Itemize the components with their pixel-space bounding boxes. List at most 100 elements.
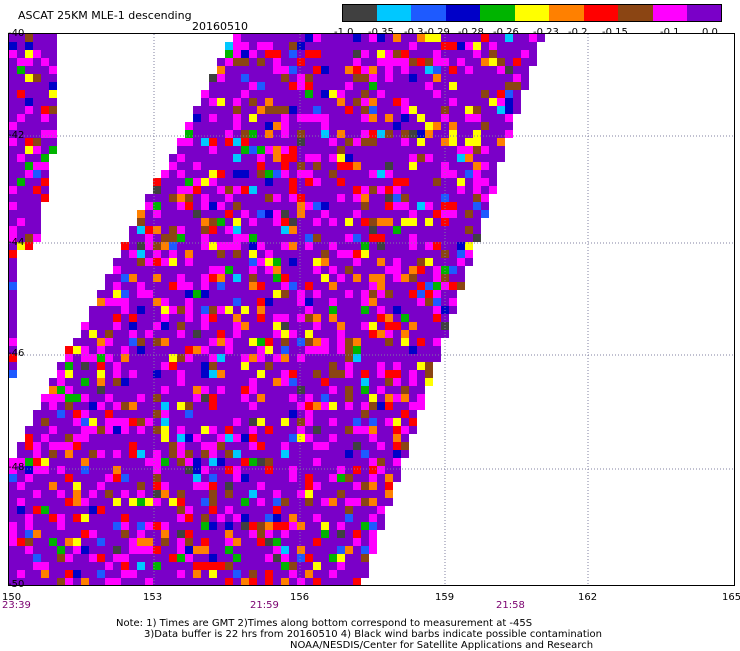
swath-cell	[217, 330, 225, 338]
swath-cell	[65, 434, 73, 442]
swath-cell	[281, 202, 289, 210]
swath-cell	[321, 194, 329, 202]
swath-cell	[201, 266, 209, 274]
swath-cell	[89, 498, 97, 506]
swath-cell	[353, 170, 361, 178]
swath-cell	[153, 178, 161, 186]
swath-cell	[265, 122, 273, 130]
swath-cell	[265, 74, 273, 82]
swath-cell	[17, 162, 25, 170]
swath-cell	[369, 202, 377, 210]
swath-cell	[193, 554, 201, 562]
swath-cell	[345, 338, 353, 346]
swath-cell	[193, 410, 201, 418]
swath-cell	[289, 386, 297, 394]
swath-cell	[257, 66, 265, 74]
swath-cell	[329, 42, 337, 50]
swath-cell	[41, 554, 49, 562]
swath-cell	[321, 418, 329, 426]
swath-cell	[345, 378, 353, 386]
swath-cell	[81, 498, 89, 506]
swath-cell	[169, 570, 177, 578]
swath-cell	[361, 290, 369, 298]
swath-cell	[297, 234, 305, 242]
swath-cell	[9, 370, 17, 378]
swath-cell	[105, 426, 113, 434]
swath-cell	[473, 42, 481, 50]
swath-cell	[337, 74, 345, 82]
swath-cell	[265, 482, 273, 490]
swath-cell	[425, 298, 433, 306]
swath-cell	[105, 530, 113, 538]
swath-cell	[225, 162, 233, 170]
swath-cell	[297, 394, 305, 402]
swath-cell	[193, 354, 201, 362]
swath-cell	[169, 466, 177, 474]
swath-cell	[233, 194, 241, 202]
swath-cell	[161, 170, 169, 178]
swath-cell	[105, 546, 113, 554]
swath-cell	[201, 106, 209, 114]
swath-cell	[241, 442, 249, 450]
swath-cell	[89, 538, 97, 546]
swath-cell	[473, 58, 481, 66]
swath-cell	[33, 570, 41, 578]
swath-cell	[49, 498, 57, 506]
swath-cell	[273, 122, 281, 130]
swath-cell	[193, 370, 201, 378]
swath-cell	[201, 538, 209, 546]
swath-cell	[393, 418, 401, 426]
swath-cell	[353, 66, 361, 74]
swath-cell	[433, 122, 441, 130]
swath-cell	[225, 498, 233, 506]
swath-cell	[377, 282, 385, 290]
swath-cell	[417, 146, 425, 154]
swath-cell	[353, 482, 361, 490]
swath-cell	[137, 410, 145, 418]
swath-cell	[105, 362, 113, 370]
swath-cell	[145, 306, 153, 314]
swath-cell	[193, 178, 201, 186]
swath-cell	[217, 506, 225, 514]
swath-cell	[137, 274, 145, 282]
swath-cell	[225, 90, 233, 98]
swath-cell	[497, 66, 505, 74]
swath-cell	[289, 418, 297, 426]
swath-cell	[321, 106, 329, 114]
swath-cell	[273, 490, 281, 498]
swath-cell	[145, 530, 153, 538]
swath-cell	[281, 314, 289, 322]
swath-cell	[257, 114, 265, 122]
swath-cell	[49, 138, 57, 146]
swath-cell	[313, 34, 321, 42]
swath-cell	[161, 490, 169, 498]
swath-cell	[353, 466, 361, 474]
swath-cell	[457, 122, 465, 130]
swath-cell	[369, 194, 377, 202]
swath-cell	[289, 170, 297, 178]
swath-cell	[113, 442, 121, 450]
swath-cell	[201, 482, 209, 490]
swath-cell	[89, 578, 97, 585]
swath-cell	[465, 90, 473, 98]
swath-cell	[401, 442, 409, 450]
swath-cell	[225, 130, 233, 138]
swath-cell	[201, 474, 209, 482]
swath-cell	[505, 58, 513, 66]
swath-cell	[265, 362, 273, 370]
swath-cell	[329, 186, 337, 194]
swath-cell	[449, 234, 457, 242]
colorbar-frame	[342, 4, 722, 22]
swath-cell	[249, 274, 257, 282]
swath-cell	[153, 258, 161, 266]
swath-cell	[385, 338, 393, 346]
swath-cell	[305, 562, 313, 570]
swath-cell	[193, 274, 201, 282]
swath-cell	[409, 226, 417, 234]
swath-cell	[153, 554, 161, 562]
swath-cell	[393, 274, 401, 282]
swath-cell	[369, 274, 377, 282]
swath-cell	[137, 458, 145, 466]
swath-cell	[97, 514, 105, 522]
swath-cell	[425, 258, 433, 266]
